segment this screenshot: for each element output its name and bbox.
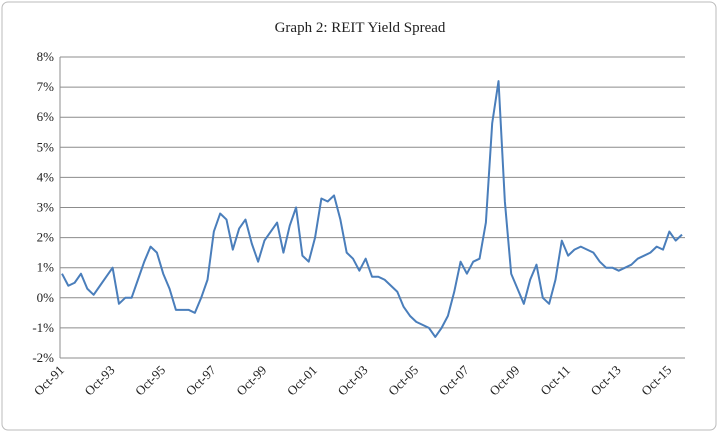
y-tick-label: 7%: [37, 79, 55, 94]
y-tick-label: 1%: [37, 260, 55, 275]
y-tick-label: -2%: [32, 350, 54, 365]
chart-title: Graph 2: REIT Yield Spread: [275, 20, 446, 36]
y-tick-label: 4%: [37, 169, 55, 184]
y-tick-label: 0%: [37, 290, 55, 305]
data-line: [61, 80, 683, 338]
y-tick-label: 8%: [37, 49, 55, 64]
y-tick-label: -1%: [32, 320, 54, 335]
y-tick-label: 2%: [37, 230, 55, 245]
y-tick-label: 5%: [37, 139, 55, 154]
y-tick-label: 3%: [37, 200, 55, 215]
y-tick-label: 6%: [37, 109, 55, 124]
